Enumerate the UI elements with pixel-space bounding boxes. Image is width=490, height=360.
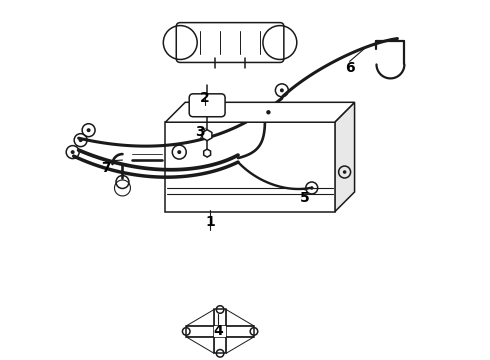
Circle shape [343,170,346,174]
Text: 1: 1 [205,215,215,229]
Circle shape [266,110,270,114]
Text: 3: 3 [196,125,205,139]
Text: 2: 2 [200,91,210,105]
Polygon shape [335,102,355,212]
Circle shape [78,138,83,142]
Text: 5: 5 [300,191,310,205]
FancyBboxPatch shape [176,23,284,62]
Circle shape [177,150,181,154]
Bar [165,122,335,212]
Polygon shape [165,102,355,122]
Text: 7: 7 [101,161,110,175]
FancyBboxPatch shape [189,94,225,117]
Circle shape [280,88,284,92]
Polygon shape [202,130,212,141]
Polygon shape [204,149,211,157]
Circle shape [71,150,74,154]
Polygon shape [115,180,130,196]
Polygon shape [214,326,226,337]
Text: 4: 4 [213,324,223,338]
Circle shape [87,128,91,132]
Text: 6: 6 [345,62,354,76]
Circle shape [310,186,314,190]
